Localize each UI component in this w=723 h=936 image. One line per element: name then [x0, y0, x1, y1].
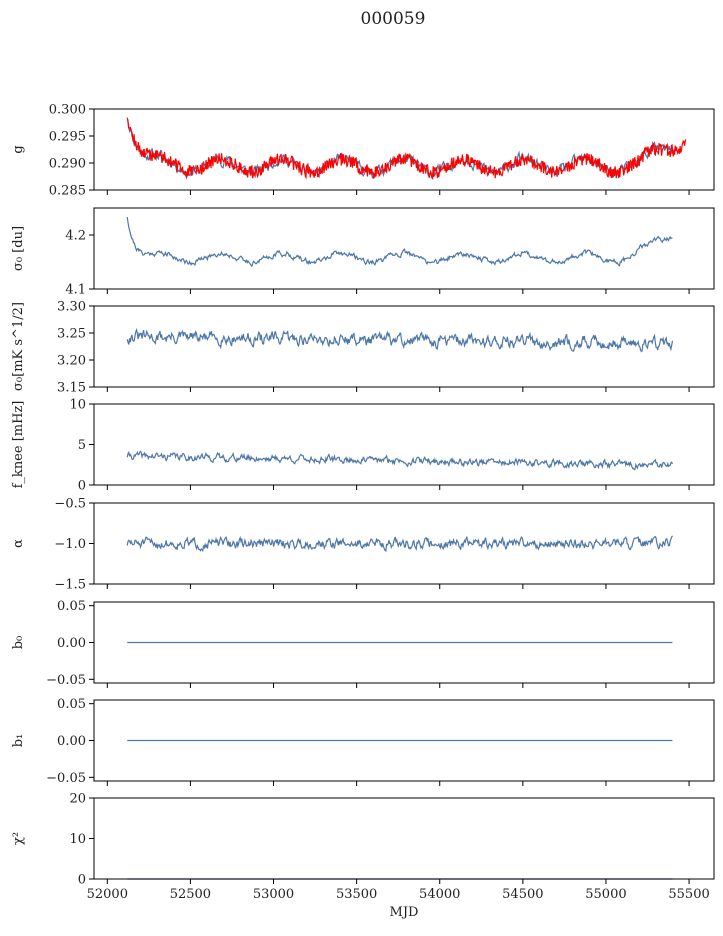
y-tick-label: 0.00 — [57, 636, 86, 651]
y-tick-label: 0 — [78, 873, 86, 888]
overlay-series-line — [126, 118, 687, 180]
series-line — [126, 450, 673, 471]
y-tick-label: 10 — [69, 398, 86, 413]
y-tick-label: 0.300 — [49, 103, 86, 118]
y-axis-label: χ² — [11, 832, 26, 845]
y-tick-label: 0.295 — [49, 130, 86, 145]
x-tick-label: 54000 — [419, 887, 460, 902]
panel-8: 0 10 20 χ² 52000 52500 53000 53500 54000 54500 550… — [11, 792, 715, 920]
y-axis-label: σ₀ [du] — [11, 226, 26, 271]
y-tick-label: 0.00 — [57, 734, 86, 749]
y-axis-label: α — [11, 539, 26, 548]
panel-frame — [93, 108, 715, 191]
y-tick-label: −1.5 — [54, 578, 86, 593]
x-tick-label: 52000 — [87, 887, 128, 902]
y-tick-label: 20 — [69, 792, 86, 807]
figure-title: 000059 — [361, 9, 426, 29]
panel-frame — [93, 403, 715, 486]
panel-frame — [93, 797, 715, 880]
x-axis-label: MJD — [390, 905, 419, 920]
panel-frame — [93, 207, 715, 290]
y-tick-label: 4.2 — [65, 229, 86, 244]
y-tick-label: −0.5 — [54, 497, 86, 512]
x-tick-label: 53000 — [253, 887, 294, 902]
y-axis-label: b₀ — [11, 636, 26, 650]
y-tick-label: 3.25 — [57, 327, 86, 342]
panel-7: −0.05 0.00 0.05 b₁ — [11, 697, 715, 786]
panel-1: 0.285 0.290 0.295 0.300 g — [11, 103, 715, 199]
y-axis-label: σ₀[mK s^1/2] — [11, 302, 26, 391]
panel-5: −1.5 −1.0 −0.5 α — [11, 497, 715, 593]
x-tick-label: 55500 — [668, 887, 709, 902]
panel-2: 4.1 4.2 σ₀ [du] — [11, 207, 715, 298]
panel-3: 3.15 3.20 3.25 3.30 σ₀[mK s^1/2] — [11, 300, 715, 396]
y-tick-label: −1.0 — [54, 537, 86, 552]
y-axis-label: g — [11, 145, 26, 153]
y-axis-label: f_knee [mHz] — [11, 401, 26, 489]
series-line — [126, 117, 674, 180]
y-tick-label: 5 — [78, 438, 86, 453]
series-line — [126, 327, 674, 353]
y-tick-label: 0.05 — [57, 697, 86, 712]
x-tick-label: 55000 — [585, 887, 626, 902]
panel-4: 0 5 10 f_knee [mHz] — [11, 398, 715, 494]
y-tick-label: 0.290 — [49, 157, 86, 172]
y-tick-label: 0.285 — [49, 184, 86, 199]
y-tick-label: −0.05 — [46, 673, 86, 688]
x-tick-label: 54500 — [502, 887, 543, 902]
y-tick-label: −0.05 — [46, 771, 86, 786]
x-tick-label: 53500 — [336, 887, 377, 902]
panel-frame — [93, 305, 715, 388]
x-tick-label: 52500 — [170, 887, 211, 902]
y-tick-label: 3.30 — [57, 300, 86, 315]
series-line — [126, 216, 673, 268]
y-tick-label: 3.15 — [57, 381, 86, 396]
y-tick-label: 3.20 — [57, 354, 86, 369]
panel-6: −0.05 0.00 0.05 b₀ — [11, 599, 715, 688]
y-tick-label: 0.05 — [57, 599, 86, 614]
y-tick-label: 10 — [69, 832, 86, 847]
series-line — [126, 535, 673, 553]
y-tick-label: 0 — [78, 479, 86, 494]
y-axis-label: b₁ — [11, 734, 26, 748]
y-tick-label: 4.1 — [65, 283, 86, 298]
